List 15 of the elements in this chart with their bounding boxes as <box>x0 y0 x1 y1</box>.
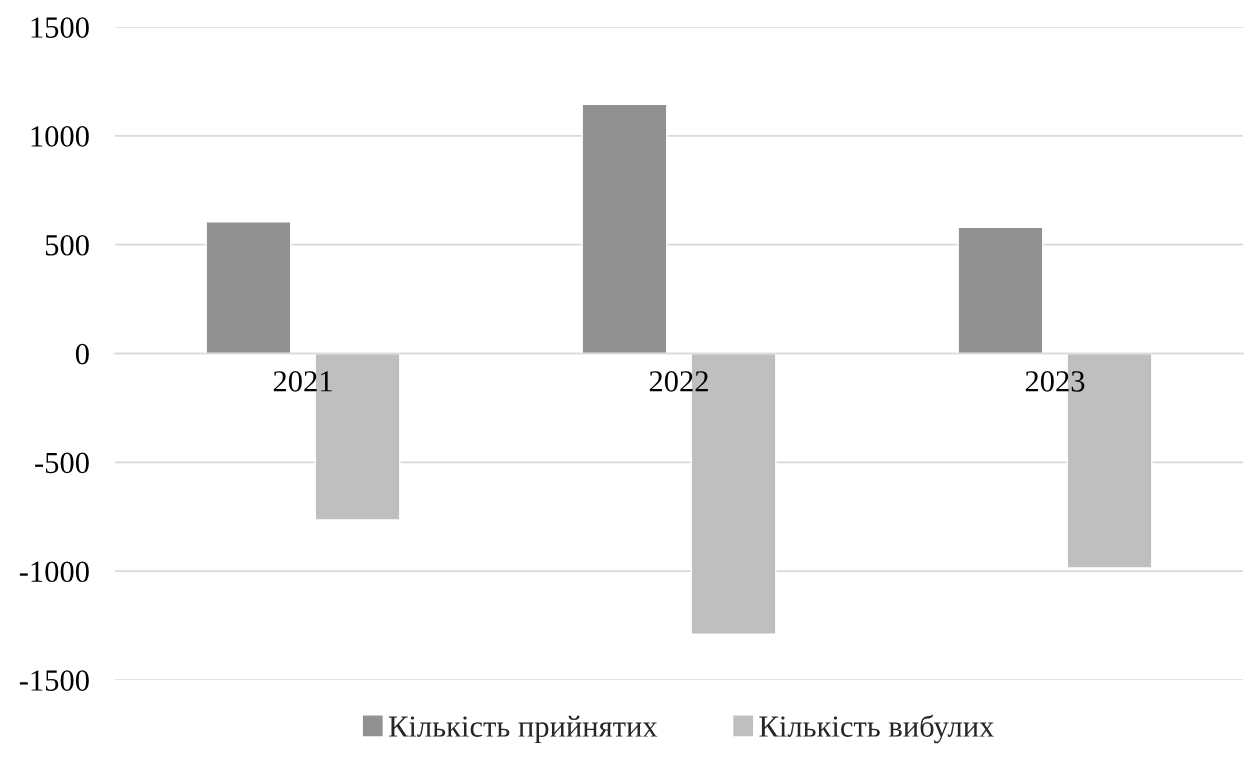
y-tick-label: -1000 <box>19 561 89 583</box>
bar <box>581 103 668 355</box>
legend-label: Кількість вибулих <box>759 714 994 744</box>
y-tick-label: -1500 <box>19 670 89 691</box>
bar <box>205 221 292 355</box>
y-tick-label: 1000 <box>31 126 89 147</box>
bar <box>957 226 1044 355</box>
y-tick-label: -500 <box>35 452 89 474</box>
legend-label: Кількість прийнятих <box>388 715 658 744</box>
x-tick-label: 2022 <box>649 371 708 392</box>
y-tick-label: 500 <box>45 234 89 256</box>
x-tick-label: 2021 <box>273 371 332 392</box>
x-tick-label: 2023 <box>1025 371 1085 392</box>
y-tick-label: 0 <box>75 343 89 365</box>
y-tick-label: 1500 <box>31 17 89 38</box>
